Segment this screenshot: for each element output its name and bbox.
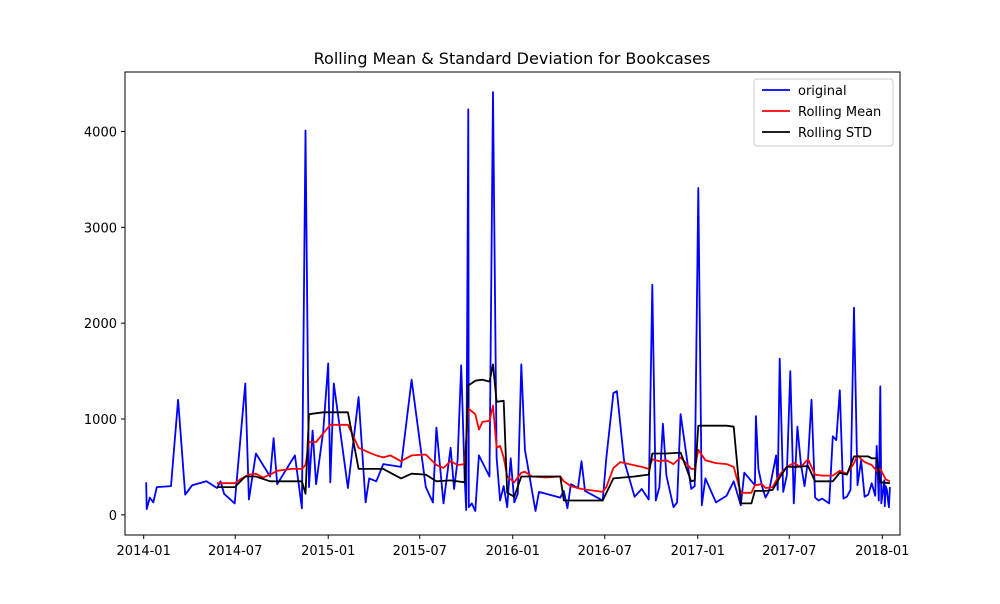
x-tick-label: 2015-01 (301, 544, 355, 559)
x-tick-label: 2016-07 (578, 544, 632, 559)
y-tick-label: 1000 (84, 413, 117, 428)
x-tick-label: 2017-07 (762, 544, 816, 559)
x-tick-label: 2014-07 (208, 544, 262, 559)
series-line-0 (145, 91, 891, 512)
x-tick-label: 2015-07 (393, 544, 447, 559)
series-line-1 (217, 404, 891, 494)
legend-entries: original Rolling Mean Rolling STD (762, 84, 881, 141)
y-tick-label: 3000 (84, 221, 117, 236)
y-axis: 0 1000 2000 3000 4000 (84, 125, 125, 524)
legend-frame (753, 78, 894, 147)
legend-label: Rolling Mean (798, 105, 881, 120)
y-tick-label: 4000 (84, 125, 117, 140)
legend-label: original (798, 84, 847, 99)
chart-title: Rolling Mean & Standard Deviation for Bo… (314, 49, 711, 68)
x-tick-label: 2018-01 (855, 544, 909, 559)
legend-label: Rolling STD (798, 126, 872, 141)
x-axis: 2014-01 2014-07 2015-01 2015-07 2016-01 2016-… (117, 535, 909, 559)
series-layer (145, 91, 891, 512)
y-tick-label: 0 (109, 509, 117, 524)
series-line-2 (217, 363, 890, 505)
x-tick-label: 2016-01 (486, 544, 540, 559)
legend: original Rolling Mean Rolling STD (753, 78, 894, 147)
x-tick-label: 2017-01 (671, 544, 725, 559)
y-tick-label: 2000 (84, 317, 117, 332)
x-tick-label: 2014-01 (117, 544, 171, 559)
